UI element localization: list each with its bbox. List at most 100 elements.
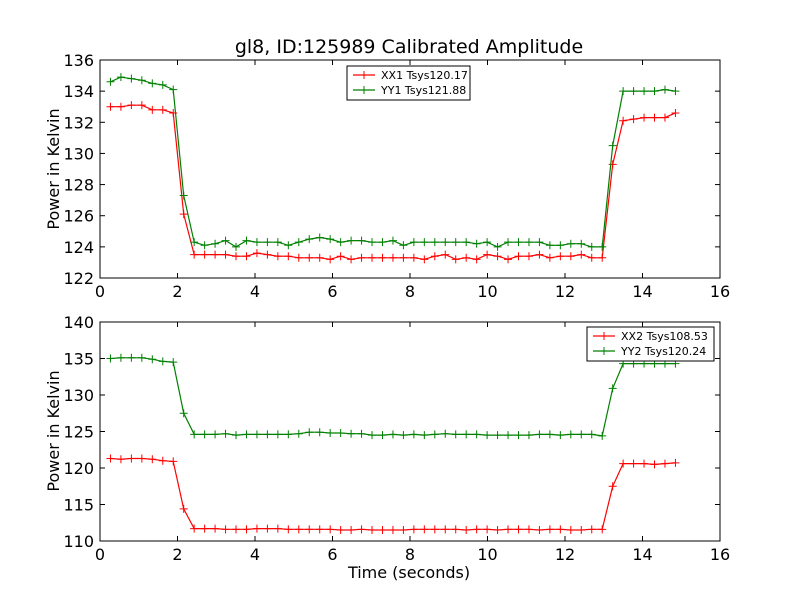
top-data-point [336,238,345,247]
bottom-data-point [388,430,397,439]
bottom-data-point [242,525,251,534]
bottom-x-tick-label: 0 [95,545,105,564]
top-data-point [116,73,125,82]
bottom-data-point [598,525,607,534]
bottom-y-tick-label: 130 [63,386,94,405]
bottom-data-point [211,430,220,439]
bottom-x-tick-label: 4 [250,545,260,564]
top-subplot: 0 2 4 6 8 10 12 14 16 122 124 126 128 130 132 134 136 Pow… [44,51,730,301]
bottom-data-point [326,525,335,534]
top-data-point [232,242,241,251]
bottom-data-point [378,526,387,535]
bottom-data-point [462,526,471,535]
bottom-data-point [493,526,502,535]
bottom-legend-label-1: XX2 Tsys108.53 [621,330,708,343]
top-data-point [200,241,209,250]
bottom-data-point [504,525,513,534]
top-data-point [441,238,450,247]
top-data-point [483,238,492,247]
top-data-point [148,79,157,88]
top-x-tick-label: 12 [555,282,575,301]
top-data-point [524,252,533,261]
top-data-point [326,255,335,264]
top-data-point [619,87,628,96]
bottom-data-point [242,430,251,439]
bottom-data-point [388,526,397,535]
bottom-data-point [524,431,533,440]
bottom-data-point [252,524,261,533]
bottom-data-point [650,460,659,469]
bottom-legend-box [586,326,715,362]
bottom-x-tick-label: 12 [555,545,575,564]
bottom-data-point [106,354,115,363]
top-data-point [211,239,220,248]
top-data-point [598,242,607,251]
top-y-tick-label: 130 [63,144,94,163]
bottom-data-point [368,431,377,440]
top-data-point [493,252,502,261]
bottom-x-tick-label: 2 [172,545,182,564]
top-data-point [148,105,157,114]
top-data-point [608,160,617,169]
top-data-point [242,252,251,261]
bottom-data-point [116,455,125,464]
top-data-point [252,249,261,258]
top-y-tick-label: 122 [63,269,94,288]
top-legend-box [346,65,471,101]
bottom-data-point [420,431,429,440]
bottom-data-point [305,525,314,534]
bottom-data-point [315,428,324,437]
top-data-point [619,116,628,125]
bottom-data-point [441,525,450,534]
bottom-data-point [263,430,272,439]
bottom-data-point [556,525,565,534]
bottom-data-point [545,430,554,439]
bottom-data-point [535,526,544,535]
top-data-point [598,253,607,262]
top-data-point [608,141,617,150]
top-data-point [263,250,272,259]
bottom-data-point [326,428,335,437]
bottom-data-point [566,526,575,535]
bottom-y-tick-label: 120 [63,459,94,478]
top-data-point [190,250,199,259]
top-data-point [179,191,188,200]
bottom-data-point [116,353,125,362]
top-x-tick-label: 14 [632,282,652,301]
bottom-data-point [556,431,565,440]
bottom-data-point [232,525,241,534]
top-data-point [472,239,481,248]
bottom-data-point [169,358,178,367]
bottom-data-point [660,459,669,468]
bottom-data-point [221,525,230,534]
bottom-data-point [284,430,293,439]
top-data-point [577,250,586,259]
top-y-tick-label: 126 [63,207,94,226]
bottom-data-point [200,524,209,533]
bottom-data-point [190,524,199,533]
bottom-data-point [399,431,408,440]
top-data-point [650,87,659,96]
bottom-data-point [294,429,303,438]
top-data-point [127,101,136,110]
top-data-point [368,253,377,262]
bottom-data-point [514,431,523,440]
top-y-axis-label: Power in Kelvin [44,108,63,229]
top-data-point [284,252,293,261]
bottom-x-tick-label: 8 [405,545,415,564]
top-y-tick-label: 124 [63,238,94,257]
top-data-point [650,113,659,122]
top-data-point [462,238,471,247]
bottom-data-point [315,525,324,534]
chart-title: gl8, ID:125989 Calibrated Amplitude [235,36,583,58]
top-data-point [441,250,450,259]
bottom-data-point [598,431,607,440]
top-y-tick-label: 136 [63,51,94,70]
top-data-point [451,238,460,247]
bottom-data-point [640,459,649,468]
top-data-point [420,238,429,247]
bottom-data-point [587,430,596,439]
top-data-point [545,253,554,262]
x-axis-label: Time (seconds) [347,563,470,582]
bottom-x-tick-label: 16 [710,545,730,564]
